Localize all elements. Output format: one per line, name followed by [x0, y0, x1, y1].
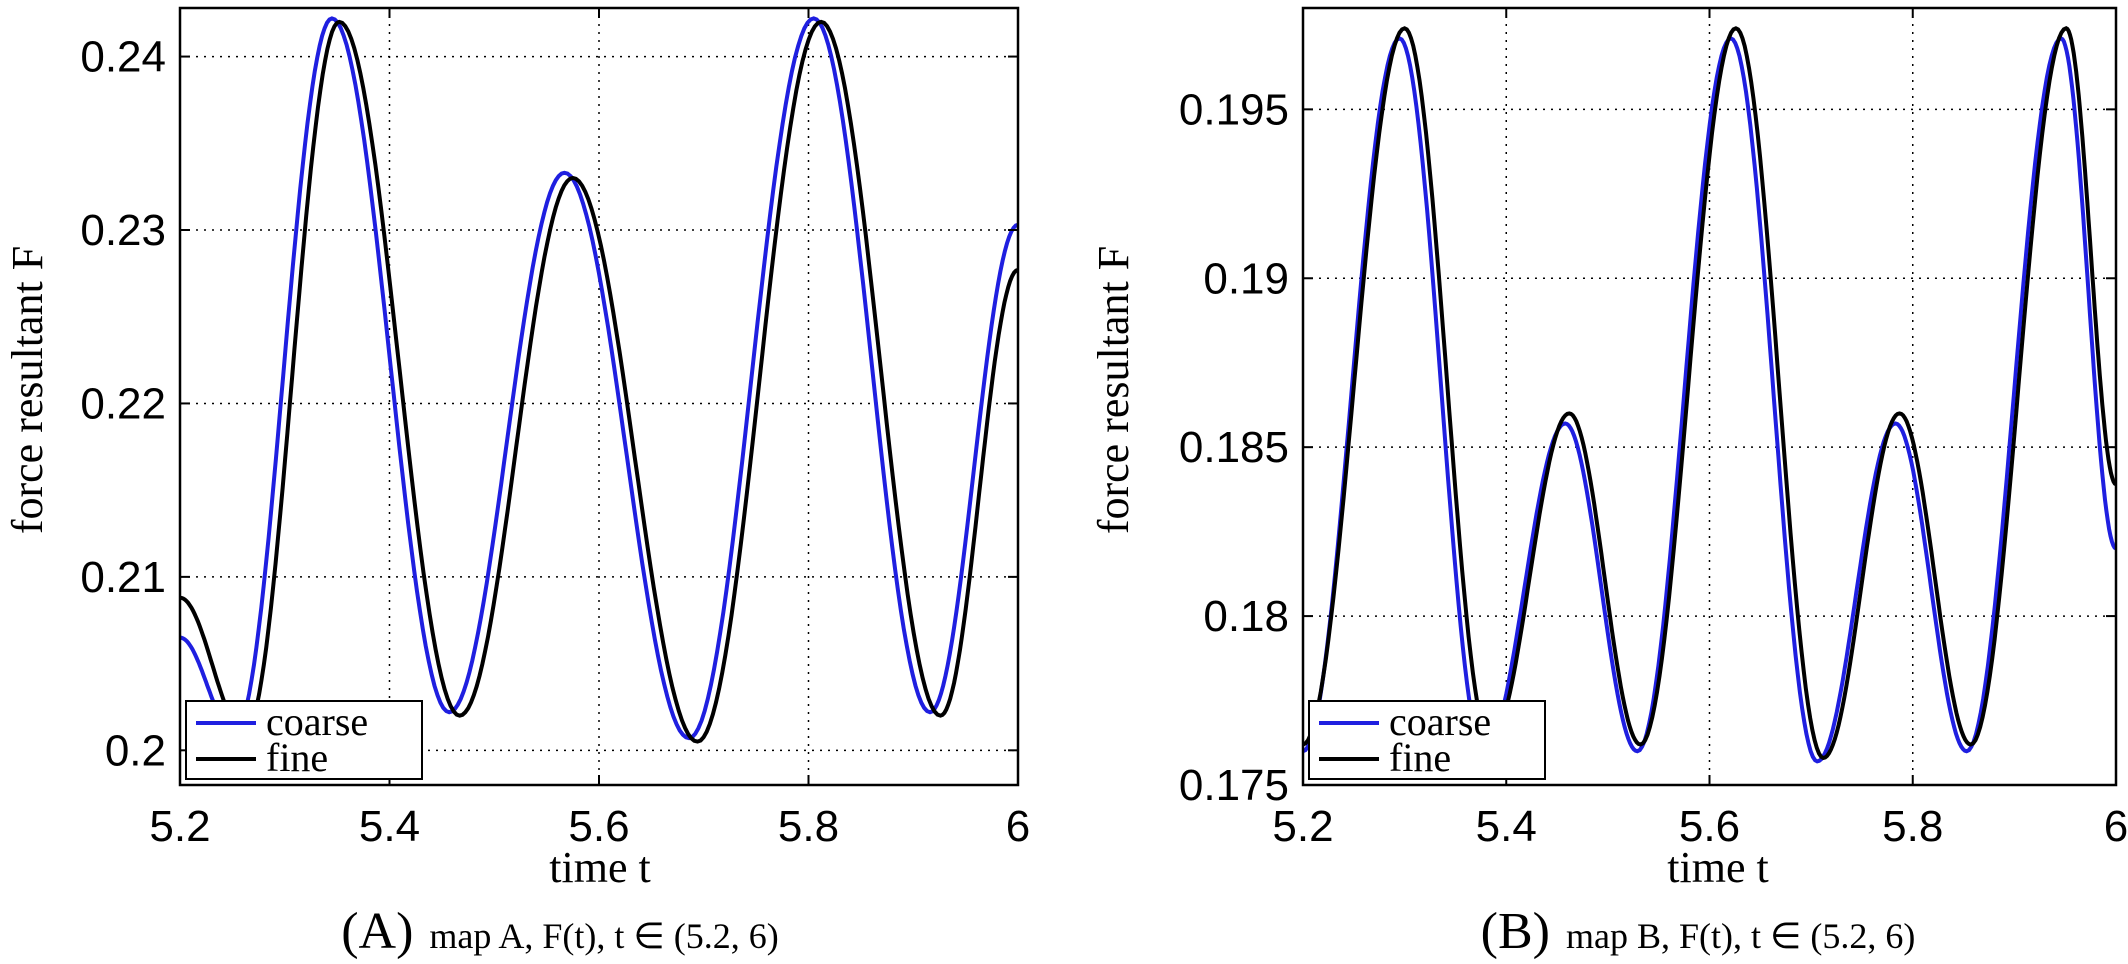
panel-a-ytick-label: 0.2 — [105, 726, 166, 775]
panel-a-plot: 5.2 5.4 5.6 5.8 6 0.2 0.21 0.22 0.23 0.24 coarsefi… — [80, 6, 1030, 851]
panel-a-ytick-label: 0.21 — [80, 553, 166, 602]
panel-a-ytick-label: 0.24 — [80, 33, 166, 82]
panel-b-plot: 5.2 5.4 5.6 5.8 6 0.175 0.18 0.185 0.19 0.195 coar… — [1179, 6, 2128, 851]
panel-a-ytick-label: 0.22 — [80, 379, 166, 428]
panel-a-xtick-label: 5.4 — [359, 802, 420, 851]
panel-a-xtick-label: 5.2 — [149, 802, 210, 851]
panel-b-xtick-label: 5.4 — [1476, 802, 1537, 851]
panel-a-label: (A) — [341, 903, 413, 960]
panel-a: time t force resultant F (A) map A, F(t)… — [3, 246, 779, 960]
panel-a-xtick-label: 6 — [1006, 802, 1030, 851]
panel-a-xlabel: time t — [549, 843, 650, 892]
panel-b-ytick-label: 0.195 — [1179, 85, 1289, 134]
panel-b-caption: (B) map B, F(t), t ∈ (5.2, 6) — [1481, 903, 1916, 960]
panel-b-ytick-label: 0.18 — [1203, 592, 1289, 641]
panel-b-ytick-label: 0.19 — [1203, 254, 1289, 303]
panel-b-label: (B) — [1481, 903, 1550, 960]
panel-b-legend-label-coarse: coarse — [1389, 699, 1491, 744]
panel-b-xtick-label: 5.8 — [1882, 802, 1943, 851]
panel-a-caption: (A) map A, F(t), t ∈ (5.2, 6) — [341, 903, 779, 960]
panel-a-xtick-label: 5.8 — [778, 802, 839, 851]
panel-b: time t force resultant F (B) map B, F(t)… — [1089, 246, 1915, 960]
panel-a-series-coarse — [180, 16, 1018, 741]
panel-a-legend-label-fine: fine — [266, 735, 328, 780]
panel-b-ytick-label: 0.175 — [1179, 761, 1289, 810]
panel-b-legend-label-fine: fine — [1389, 735, 1451, 780]
panel-a-xtick-label: 5.6 — [568, 802, 629, 851]
panel-a-series-fine — [180, 19, 1018, 744]
panel-a-ylabel: force resultant F — [3, 246, 52, 534]
panel-a-caption-text: map A, F(t), t ∈ (5.2, 6) — [429, 916, 778, 956]
panel-b-legend-box — [1308, 700, 1546, 780]
panel-b-xtick-label: 6 — [2104, 802, 2128, 851]
panel-a-legend-label-coarse: coarse — [266, 699, 368, 744]
panel-b-ytick-label: 0.185 — [1179, 423, 1289, 472]
panel-b-caption-text: map B, F(t), t ∈ (5.2, 6) — [1566, 916, 1915, 956]
panel-a-legend-box — [185, 700, 423, 780]
panel-a-ytick-label: 0.23 — [80, 206, 166, 255]
panel-b-series-fine — [1303, 26, 2116, 761]
panel-b-xtick-label: 5.2 — [1272, 802, 1333, 851]
panel-b-xtick-label: 5.6 — [1679, 802, 1740, 851]
panel-b-ylabel: force resultant F — [1089, 246, 1138, 534]
panel-b-xlabel: time t — [1667, 843, 1768, 892]
